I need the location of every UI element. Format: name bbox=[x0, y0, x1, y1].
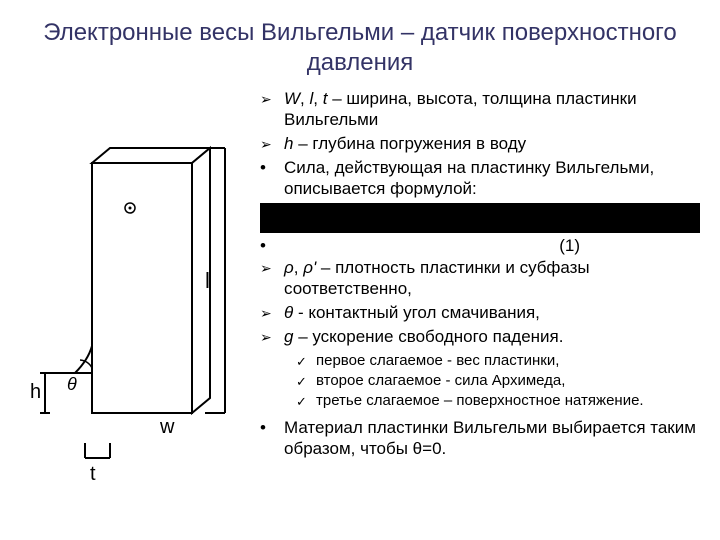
bullet-icon: • bbox=[260, 157, 284, 200]
formula-redacted bbox=[260, 203, 700, 233]
list-item: • Материал пластинки Вильгельми выбирает… bbox=[260, 417, 700, 460]
content-row: h θ t w l ➢ W, l, t – ширина, высота, то… bbox=[0, 88, 720, 488]
arrow-icon: ➢ bbox=[260, 257, 284, 300]
label-h: h bbox=[30, 381, 41, 403]
sub-list: ✓ первое слагаемое - вес пластинки, ✓ вт… bbox=[260, 352, 700, 411]
sub-list-item: ✓ второе слагаемое - сила Архимеда, bbox=[296, 372, 700, 391]
arrow-icon: ➢ bbox=[260, 302, 284, 324]
wilhelmy-plate-diagram: h θ t w l bbox=[30, 88, 250, 488]
list-item: • Сила, действующая на пластинку Вильгел… bbox=[260, 157, 700, 200]
check-icon: ✓ bbox=[296, 352, 316, 371]
list-item: ➢ g – ускорение свободного падения. bbox=[260, 326, 700, 348]
equation-number-row: • (1) bbox=[260, 235, 700, 257]
page-title: Электронные весы Вильгельми – датчик пов… bbox=[0, 0, 720, 88]
arrow-icon: ➢ bbox=[260, 88, 284, 131]
check-icon: ✓ bbox=[296, 372, 316, 391]
list-item: ➢ ρ, ρ' – плотность пластинки и субфазы … bbox=[260, 257, 700, 300]
bullet-icon: • bbox=[260, 235, 284, 257]
text-column: ➢ W, l, t – ширина, высота, толщина плас… bbox=[250, 88, 700, 488]
list-item: ➢ h – глубина погружения в воду bbox=[260, 133, 700, 155]
label-w: w bbox=[159, 416, 175, 438]
arrow-icon: ➢ bbox=[260, 326, 284, 348]
check-icon: ✓ bbox=[296, 392, 316, 411]
sub-list-item: ✓ первое слагаемое - вес пластинки, bbox=[296, 352, 700, 371]
arrow-icon: ➢ bbox=[260, 133, 284, 155]
list-item: ➢ θ - контактный угол смачивания, bbox=[260, 302, 700, 324]
list-item: ➢ W, l, t – ширина, высота, толщина плас… bbox=[260, 88, 700, 131]
equation-number: (1) bbox=[284, 235, 700, 257]
label-l: l bbox=[205, 268, 210, 293]
label-t: t bbox=[90, 463, 96, 485]
sub-list-item: ✓ третье слагаемое – поверхностное натяж… bbox=[296, 392, 700, 411]
label-theta: θ bbox=[67, 374, 77, 394]
bullet-icon: • bbox=[260, 417, 284, 460]
